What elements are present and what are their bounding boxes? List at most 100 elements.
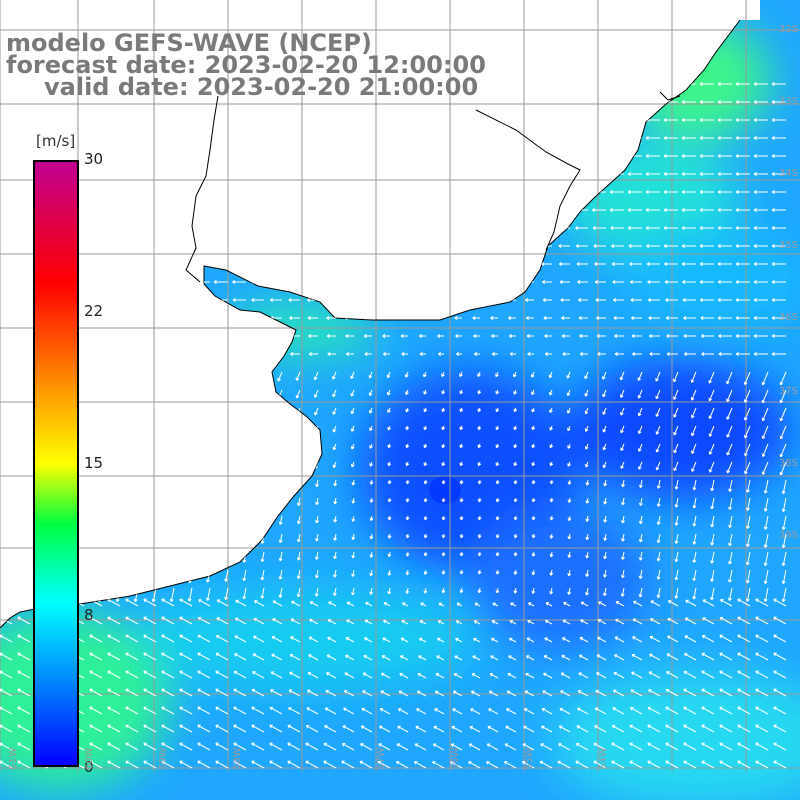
colorbar-tick-30: 30 (84, 150, 104, 168)
wind-arrow (567, 461, 571, 467)
wind-arrow (663, 190, 678, 194)
wind-arrow (177, 334, 192, 338)
wind-arrow (149, 371, 157, 386)
wind-arrow (432, 743, 445, 751)
wind-arrow (540, 743, 553, 751)
wind-arrow (303, 190, 318, 194)
border-line (475, 109, 581, 251)
wind-arrow (506, 708, 517, 715)
wind-arrow (452, 280, 462, 284)
wind-arrow (728, 479, 733, 493)
wind-arrow (549, 425, 553, 431)
wind-arrow (459, 425, 464, 431)
wind-arrow (231, 262, 246, 266)
wind-arrow (351, 587, 355, 596)
wind-arrow (542, 298, 552, 302)
wind-arrow (204, 461, 211, 474)
wind-arrow (364, 352, 372, 356)
wind-arrow (549, 551, 554, 558)
wind-arrow (567, 569, 572, 577)
wind-arrow (477, 569, 482, 575)
wind-arrow (350, 443, 355, 450)
wind-arrow (97, 479, 103, 495)
wind-arrow (303, 136, 318, 140)
wind-arrow (296, 587, 301, 598)
wind-arrow (249, 136, 264, 140)
wind-arrow (305, 760, 319, 769)
wind-arrow (188, 497, 193, 511)
wind-arrow (288, 689, 301, 697)
wind-arrow (123, 190, 138, 194)
wind-arrow (186, 461, 193, 475)
wind-arrow (719, 724, 733, 733)
wind-arrow (681, 190, 696, 194)
wind-arrow (544, 619, 553, 625)
wind-arrow (87, 208, 102, 212)
wind-arrow (771, 352, 786, 356)
wind-arrow (224, 587, 229, 601)
wind-arrow (719, 670, 733, 679)
wind-arrow (287, 280, 300, 284)
wind-arrow (269, 724, 283, 733)
wind-arrow (548, 389, 553, 396)
wind-arrow (259, 407, 265, 418)
wind-arrow (448, 190, 462, 194)
wind-arrow (0, 706, 13, 715)
wind-arrow (585, 551, 590, 559)
wind-arrow (501, 172, 516, 176)
wind-arrow (495, 389, 500, 395)
wind-arrow (666, 653, 679, 661)
wind-arrow (737, 688, 751, 697)
wind-arrow (197, 724, 211, 733)
lon-label: 56W (450, 747, 461, 770)
wind-arrow (477, 443, 482, 449)
wind-arrow (735, 190, 750, 194)
wind-arrow (621, 533, 625, 542)
wind-arrow (573, 100, 588, 104)
wind-arrow (673, 407, 679, 418)
wind-arrow (727, 587, 733, 601)
wind-arrow (169, 569, 175, 585)
wind-arrow (699, 280, 714, 284)
wind-arrow (361, 707, 373, 715)
wind-arrow (97, 497, 103, 513)
wind-arrow (468, 761, 481, 769)
wind-arrow (771, 244, 786, 248)
wind-arrow (504, 244, 516, 248)
wind-arrow (692, 569, 697, 582)
wind-arrow (501, 136, 516, 140)
wind-arrow (580, 601, 589, 607)
wind-arrow (690, 407, 697, 419)
wind-arrow (95, 407, 103, 422)
wind-arrow (231, 136, 246, 140)
lat-label: 35S (778, 240, 798, 251)
wind-arrow (753, 298, 768, 302)
wind-arrow (627, 172, 642, 176)
wind-arrow (7, 515, 13, 531)
wind-arrow (25, 569, 31, 585)
wind-arrow (332, 389, 337, 398)
wind-arrow (719, 616, 733, 625)
wind-arrow (423, 443, 428, 449)
wind-arrow (131, 371, 139, 386)
wind-arrow (579, 352, 588, 356)
wind-arrow (753, 172, 768, 176)
wind-arrow (105, 190, 120, 194)
wind-arrow (324, 725, 337, 733)
wind-arrow (231, 190, 246, 194)
wind-arrow (143, 706, 157, 715)
wind-arrow (285, 154, 300, 158)
wind-arrow (323, 760, 337, 769)
wind-arrow (296, 569, 301, 579)
wind-arrow (231, 208, 246, 212)
wind-arrow (115, 497, 121, 513)
wind-arrow (646, 244, 660, 248)
wind-arrow (423, 479, 428, 485)
wind-arrow (133, 569, 139, 585)
wind-arrow (249, 244, 264, 248)
wind-arrow (771, 316, 786, 320)
wind-arrow (773, 652, 787, 661)
wind-arrow (115, 479, 121, 495)
wind-arrow (289, 671, 301, 679)
wind-arrow (459, 551, 464, 557)
